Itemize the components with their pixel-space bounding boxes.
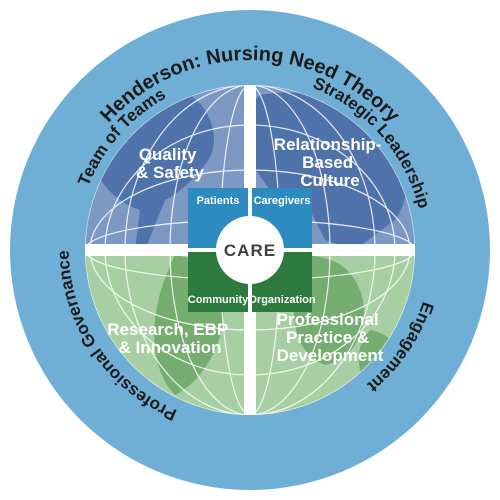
inner-tr-label: Caregivers — [254, 195, 311, 207]
nursing-theory-diagram: Quality & Safety Relationship- Based Cul… — [0, 0, 500, 500]
quad-bl: Research, EBP & Innovation — [107, 320, 232, 357]
inner-bl-label: Community — [188, 294, 249, 306]
quad-br: Professional Practice & Development — [277, 310, 384, 365]
inner-tl-label: Patients — [197, 195, 240, 207]
inner-br-label: Organization — [248, 294, 316, 306]
center-label: CARE — [224, 241, 276, 260]
quad-tl: Quality & Safety — [136, 145, 205, 182]
diagram-svg: Quality & Safety Relationship- Based Cul… — [0, 0, 500, 500]
